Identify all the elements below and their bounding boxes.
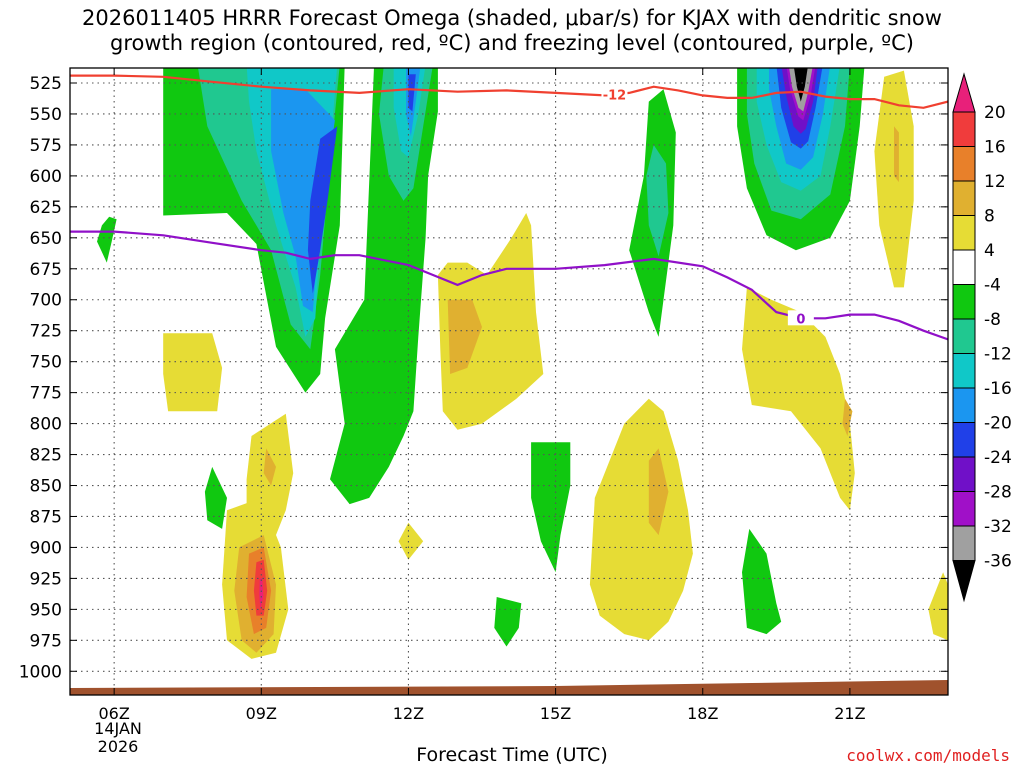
- y-tick-label-950: 950: [30, 600, 62, 620]
- omega-region-37: [447, 299, 482, 374]
- date-label-year: 2026: [97, 737, 139, 756]
- y-tick-label-700: 700: [30, 291, 62, 311]
- colorbar-label-2: 12: [984, 172, 1006, 192]
- colorbar-label-12: -32: [984, 517, 1012, 537]
- colorbar-label-13: -36: [984, 552, 1012, 572]
- omega-region-39: [894, 126, 899, 183]
- colorbar-label-9: -20: [984, 414, 1012, 434]
- omega-region-19: [307, 126, 338, 294]
- chart-title-line2: growth region (contoured, red, ºC) and f…: [110, 31, 914, 55]
- terrain-strip: [70, 680, 948, 695]
- colorbar-label-7: -12: [984, 345, 1012, 365]
- omega-region-34: [928, 572, 948, 641]
- x-tick-label-09Z: 09Z: [246, 704, 277, 723]
- y-tick-label-625: 625: [30, 198, 62, 218]
- omega-region-25: [794, 68, 808, 102]
- omega-region-38: [648, 448, 669, 536]
- omega-region-4: [531, 442, 571, 573]
- date-label-day: 14JAN: [94, 719, 142, 738]
- omega-region-30: [398, 522, 424, 560]
- omega-region-43: [259, 578, 264, 610]
- y-tick-label-900: 900: [30, 538, 62, 558]
- y-tick-label-675: 675: [30, 260, 62, 280]
- colorbar-box-12: [952, 491, 976, 527]
- colorbar-label-10: -24: [984, 448, 1012, 468]
- colorbar-box-8: [952, 353, 976, 389]
- colorbar-label-6: -8: [984, 310, 1001, 330]
- x-tick-label-12Z: 12Z: [393, 704, 424, 723]
- freezing-level-line-label-bg: [787, 310, 814, 326]
- y-tick-label-725: 725: [30, 322, 62, 342]
- x-tick-label-06Z: 06Z: [98, 704, 129, 723]
- colorbar-label-8: -16: [984, 379, 1012, 399]
- colorbar-label-4: 4: [984, 241, 995, 261]
- omega-region-20: [408, 74, 416, 112]
- y-tick-label-925: 925: [30, 569, 62, 589]
- y-tick-label-975: 975: [30, 631, 62, 651]
- y-tick-label-550: 550: [30, 105, 62, 125]
- omega-region-32: [742, 287, 855, 511]
- omega-region-0: [97, 216, 117, 263]
- colorbar-bottom-arrow: [952, 560, 976, 603]
- omega-region-40: [842, 398, 853, 436]
- omega-region-26: [163, 333, 223, 412]
- x-tick-label-18Z: 18Z: [687, 704, 718, 723]
- y-tick-label-775: 775: [30, 384, 62, 404]
- colorbar-box-1: [952, 111, 976, 147]
- y-tick-label-875: 875: [30, 507, 62, 527]
- dgz-contour-line-label: -12: [603, 88, 627, 103]
- colorbar-box-11: [952, 456, 976, 492]
- y-tick-label-575: 575: [30, 136, 62, 156]
- omega-region-29: [437, 213, 544, 430]
- colorbar-box-5: [952, 249, 976, 285]
- y-tick-label-800: 800: [30, 415, 62, 435]
- y-tick-label-750: 750: [30, 353, 62, 373]
- colorbar-box-10: [952, 422, 976, 458]
- colorbar-label-5: -4: [984, 276, 1001, 296]
- freezing-level-line: [70, 230, 948, 341]
- y-tick-label-650: 650: [30, 229, 62, 249]
- colorbar-top-arrow: [952, 72, 976, 113]
- chart-title-line1: 2026011405 HRRR Forecast Omega (shaded, …: [82, 6, 942, 30]
- x-tick-label-21Z: 21Z: [834, 704, 865, 723]
- colorbar-label-3: 8: [984, 207, 995, 227]
- omega-region-36: [263, 448, 276, 486]
- colorbar-box-6: [952, 284, 976, 320]
- colorbar-label-11: -28: [984, 483, 1012, 503]
- plot-frame: [69, 67, 949, 696]
- colorbar-label-1: 16: [984, 138, 1006, 158]
- colorbar-box-9: [952, 387, 976, 423]
- colorbar-label-0: 20: [984, 103, 1006, 123]
- colorbar-box-4: [952, 215, 976, 251]
- omega-region-11: [646, 144, 669, 257]
- credit-text: coolwx.com/models: [846, 746, 1010, 765]
- omega-region-31: [589, 398, 693, 641]
- colorbar-box-3: [952, 180, 976, 216]
- colorbar-box-2: [952, 146, 976, 182]
- omega-region-5: [494, 597, 522, 647]
- omega-region-33: [874, 70, 914, 288]
- colorbar-box-7: [952, 318, 976, 354]
- freezing-level-line-label: 0: [796, 312, 805, 327]
- y-tick-label-1000: 1000: [19, 662, 62, 682]
- y-tick-label-600: 600: [30, 167, 62, 187]
- x-axis-title: Forecast Time (UTC): [416, 744, 608, 766]
- y-tick-label-525: 525: [30, 74, 62, 94]
- x-tick-label-15Z: 15Z: [540, 704, 571, 723]
- y-tick-label-825: 825: [30, 446, 62, 466]
- omega-region-8: [742, 528, 782, 635]
- omega-region-3: [204, 466, 227, 529]
- dgz-contour-line: [70, 74, 948, 109]
- dgz-contour-line-label-bg: [601, 86, 628, 102]
- colorbar-box-13: [952, 525, 976, 561]
- y-tick-label-850: 850: [30, 477, 62, 497]
